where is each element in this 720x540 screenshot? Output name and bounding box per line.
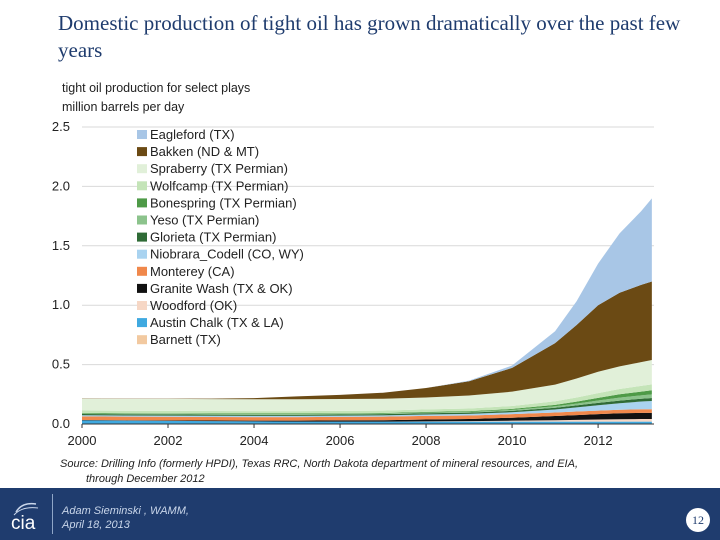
y-tick-label: 2.5 bbox=[52, 119, 70, 134]
area-series-granite-wash-tx-ok bbox=[82, 412, 652, 422]
legend-swatch bbox=[137, 232, 147, 242]
legend-label: Spraberry (TX Permian) bbox=[150, 161, 288, 176]
legend-swatch bbox=[137, 130, 147, 139]
legend-label: Wolfcamp (TX Permian) bbox=[150, 178, 288, 193]
source-note: Source: Drilling Info (formerly HPDI), T… bbox=[60, 457, 680, 487]
area-series-austin-chalk-tx-la bbox=[82, 420, 652, 424]
area-series-spraberry-tx-permian bbox=[82, 359, 652, 412]
legend-swatch bbox=[137, 335, 147, 345]
footer-divider bbox=[52, 494, 53, 534]
x-tick-label: 2008 bbox=[412, 433, 441, 448]
area-series-bakken-nd-mt bbox=[82, 281, 652, 400]
legend-swatch bbox=[137, 215, 147, 225]
source-line-1: Source: Drilling Info (formerly HPDI), T… bbox=[60, 458, 579, 470]
legend-label: Eagleford (TX) bbox=[150, 127, 235, 142]
stacked-area-chart: 0.0 0.5 1.0 1.5 2.0 2.5 2000 2002 2004 2006 2008 20… bbox=[52, 119, 654, 448]
page-number: 12 bbox=[686, 508, 710, 532]
legend-swatch bbox=[137, 147, 147, 157]
legend-label: Niobrara_Codell (CO, WY) bbox=[150, 247, 304, 262]
slide-title: Domestic production of tight oil has gro… bbox=[58, 11, 681, 62]
presenter-name: Adam Sieminski , WAMM, bbox=[62, 505, 189, 517]
logo-text: cia bbox=[11, 513, 36, 534]
chart-legend: Eagleford (TX) Bakken (ND & MT) Spraberry … bbox=[137, 127, 304, 347]
legend-label: Austin Chalk (TX & LA) bbox=[150, 315, 284, 330]
legend-swatch bbox=[137, 198, 147, 208]
legend-label: Bonespring (TX Permian) bbox=[150, 195, 297, 210]
chart-areas bbox=[82, 198, 652, 424]
area-series-wolfcamp-tx-permian bbox=[82, 384, 652, 414]
source-line-2: through December 2012 bbox=[86, 473, 205, 485]
legend-swatch bbox=[137, 283, 147, 293]
y-tick-label: 0.5 bbox=[52, 357, 70, 372]
legend-swatch bbox=[137, 249, 147, 259]
footer-bar bbox=[0, 488, 720, 540]
y-tick-label: 1.0 bbox=[52, 297, 70, 312]
area-series-niobrara-codell-co-wy bbox=[82, 400, 652, 418]
chart-subtitle: tight oil production for select plays bbox=[62, 81, 251, 95]
legend-label: Bakken (ND & MT) bbox=[150, 144, 259, 159]
legend-swatch bbox=[137, 164, 147, 174]
y-tick-label: 2.0 bbox=[52, 178, 70, 193]
x-tick-label: 2004 bbox=[240, 433, 269, 448]
legend-swatch bbox=[137, 181, 147, 191]
presentation-date: April 18, 2013 bbox=[62, 519, 130, 531]
legend-label: Yeso (TX Permian) bbox=[150, 213, 259, 228]
x-tick-label: 2012 bbox=[584, 433, 613, 448]
legend-swatch bbox=[137, 301, 147, 310]
legend-swatch bbox=[137, 266, 147, 276]
x-tick-label: 2010 bbox=[498, 433, 527, 448]
legend-label: Glorieta (TX Permian) bbox=[150, 230, 276, 245]
legend-label: Barnett (TX) bbox=[150, 332, 221, 347]
legend-label: Woodford (OK) bbox=[150, 298, 237, 313]
presenter-info: Adam Sieminski , WAMM, April 18, 2013 bbox=[62, 504, 189, 532]
legend-swatch bbox=[137, 318, 147, 328]
y-axis-unit-label: million barrels per day bbox=[62, 100, 185, 114]
x-tick-label: 2006 bbox=[326, 433, 355, 448]
y-tick-label: 1.5 bbox=[52, 238, 70, 253]
chart-axes: 0.0 0.5 1.0 1.5 2.0 2.5 2000 2002 2004 2006 2008 20… bbox=[52, 119, 654, 448]
cia-logo-icon: cia bbox=[11, 502, 39, 534]
legend-label: Monterey (CA) bbox=[150, 264, 235, 279]
legend-label: Granite Wash (TX & OK) bbox=[150, 281, 293, 296]
x-tick-label: 2000 bbox=[68, 433, 97, 448]
area-series-glorieta-tx-permian bbox=[82, 397, 652, 416]
x-tick-label: 2002 bbox=[154, 433, 183, 448]
area-series-monterey-ca bbox=[82, 409, 652, 421]
y-tick-label: 0.0 bbox=[52, 416, 70, 431]
area-series-woodford-ok bbox=[82, 419, 652, 422]
